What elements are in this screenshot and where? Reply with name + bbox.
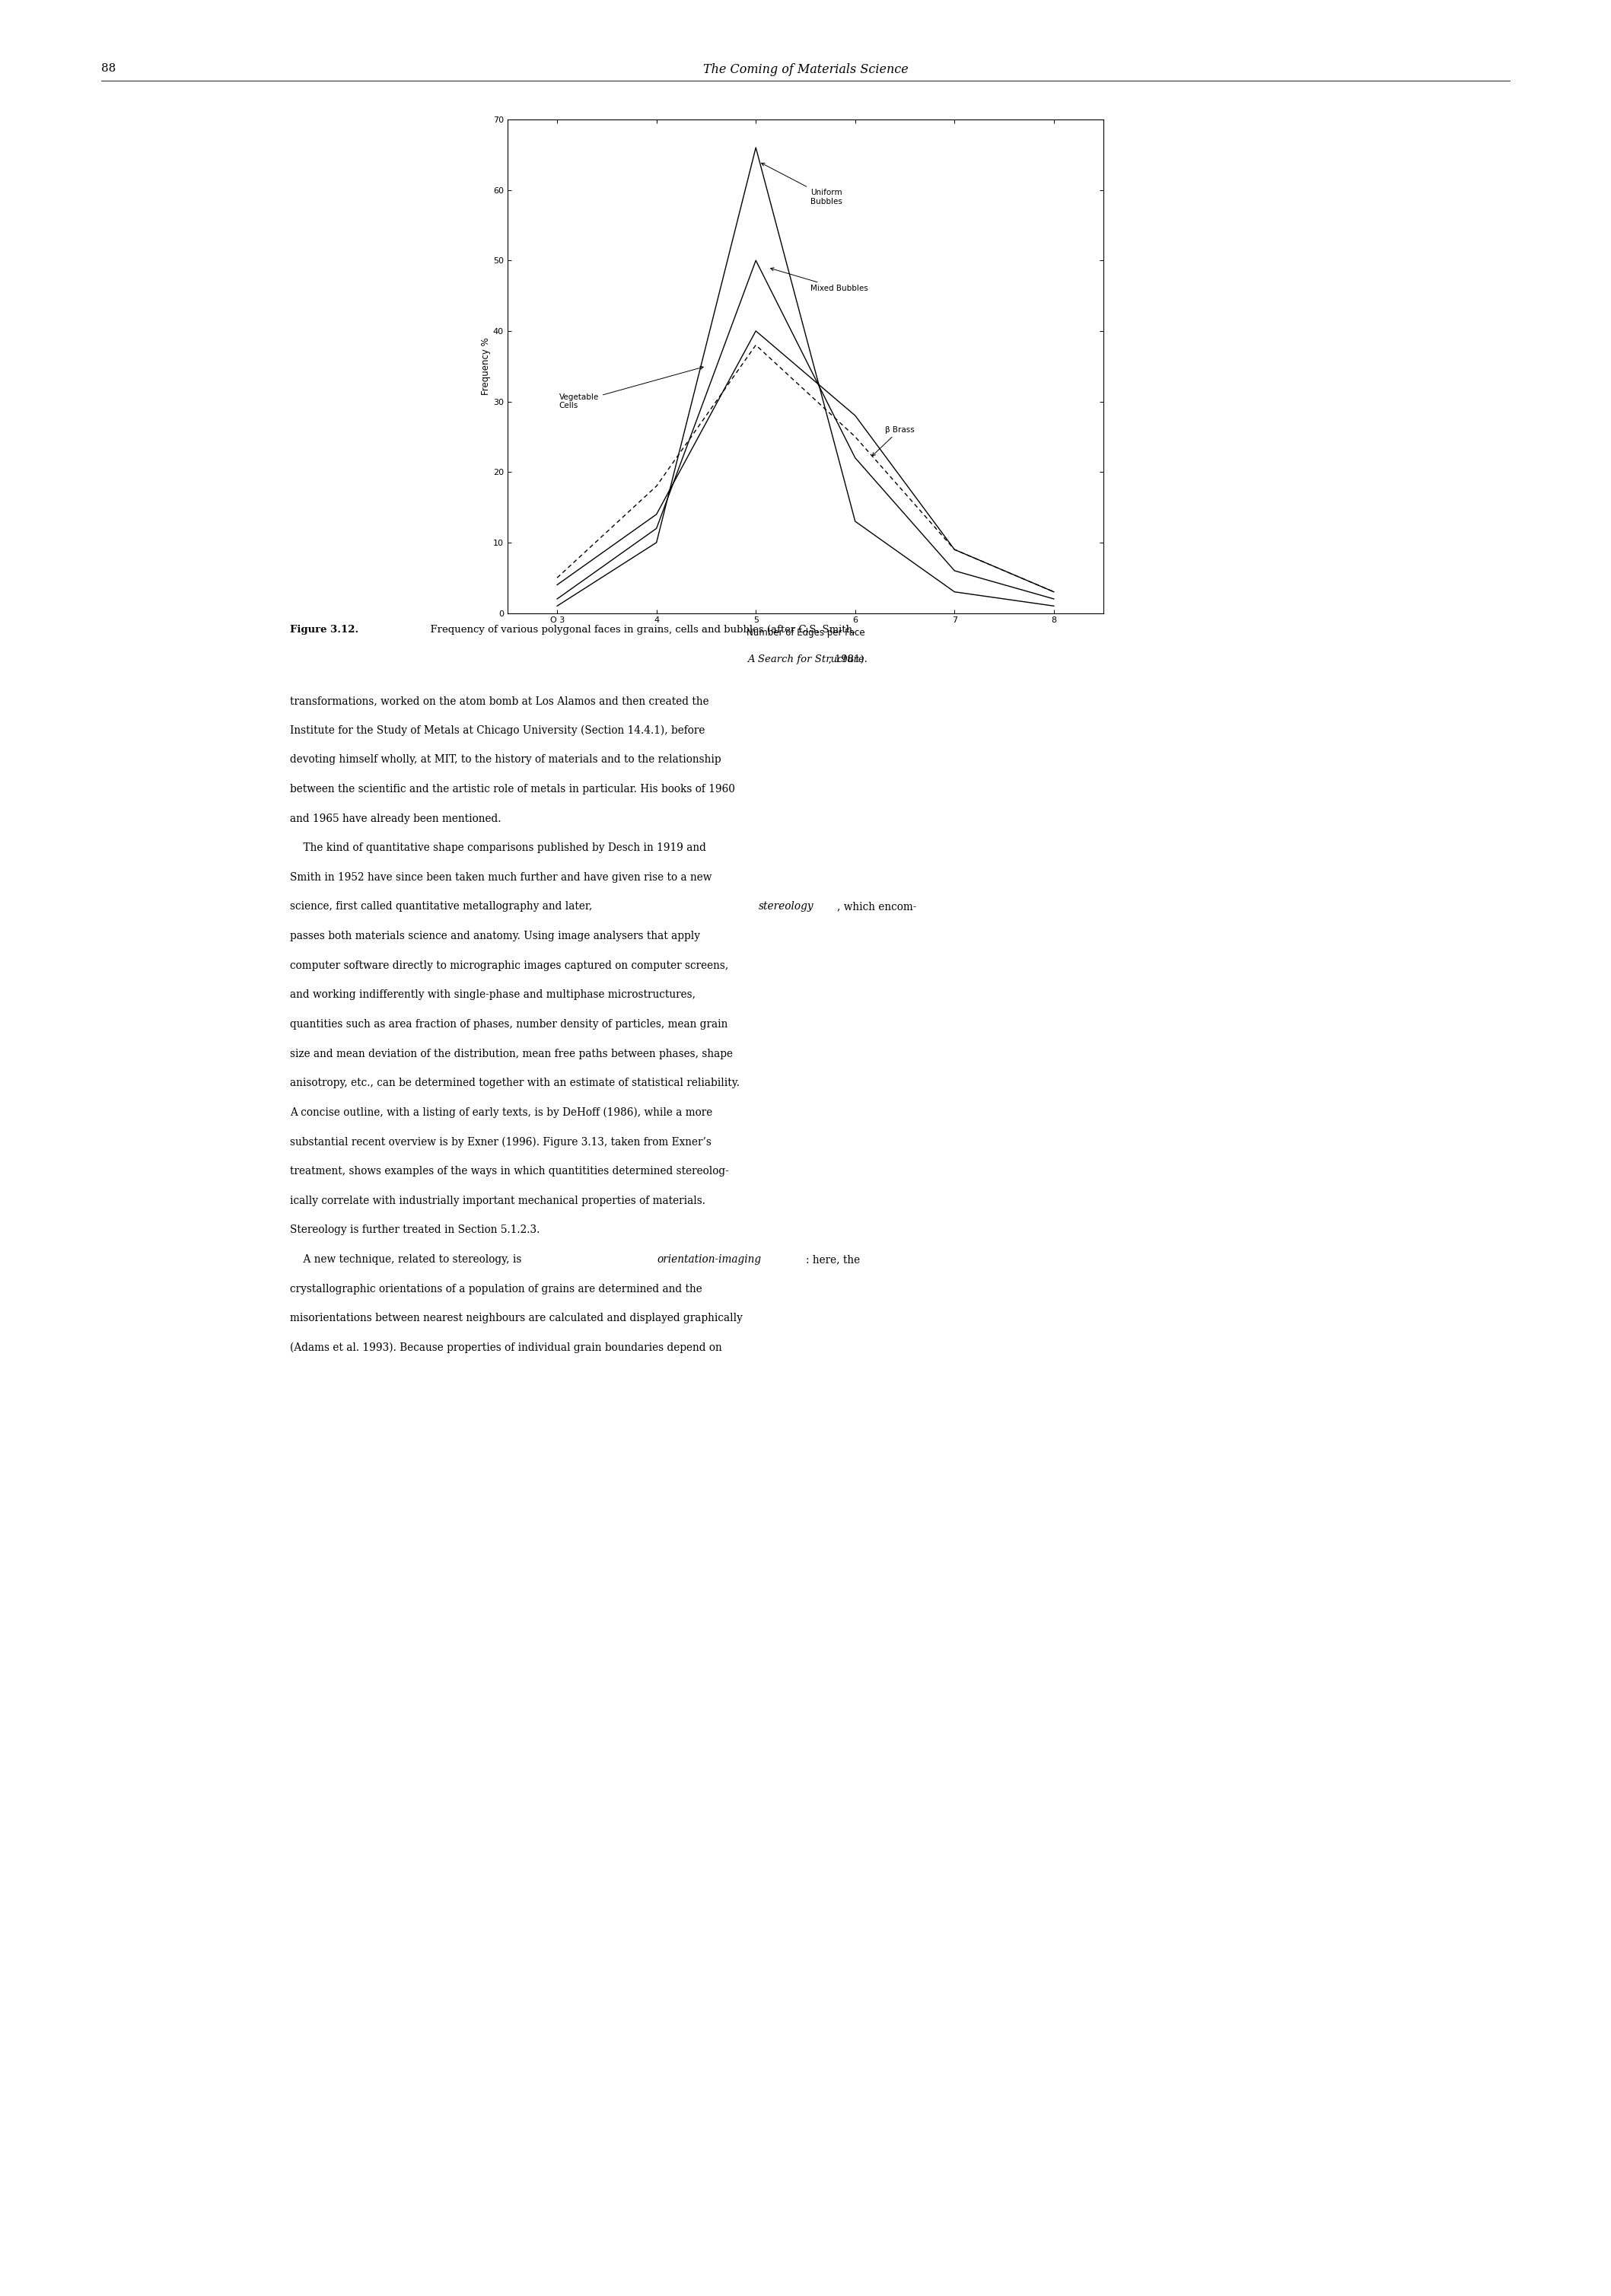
Text: 88: 88 <box>101 62 116 73</box>
Text: Mixed Bubbles: Mixed Bubbles <box>770 269 868 292</box>
Text: A new technique, related to stereology, is: A new technique, related to stereology, … <box>290 1254 525 1265</box>
Text: transformations, worked on the atom bomb at Los Alamos and then created the: transformations, worked on the atom bomb… <box>290 696 709 707</box>
Text: devoting himself wholly, at MIT, to the history of materials and to the relation: devoting himself wholly, at MIT, to the … <box>290 755 722 765</box>
Text: crystallographic orientations of a population of grains are determined and the: crystallographic orientations of a popul… <box>290 1283 702 1295</box>
Text: science, first called quantitative metallography and later,: science, first called quantitative metal… <box>290 902 596 912</box>
Text: and 1965 have already been mentioned.: and 1965 have already been mentioned. <box>290 813 501 824</box>
Text: (Adams et al. 1993). Because properties of individual grain boundaries depend on: (Adams et al. 1993). Because properties … <box>290 1343 722 1352</box>
Text: Figure 3.12.: Figure 3.12. <box>290 625 359 634</box>
Text: Vegetable
Cells: Vegetable Cells <box>559 367 704 409</box>
Text: anisotropy, etc., can be determined together with an estimate of statistical rel: anisotropy, etc., can be determined toge… <box>290 1077 739 1088</box>
X-axis label: Number of Edges per Face: Number of Edges per Face <box>746 627 865 638</box>
Text: Institute for the Study of Metals at Chicago University (Section 14.4.1), before: Institute for the Study of Metals at Chi… <box>290 726 706 737</box>
Text: and working indifferently with single-phase and multiphase microstructures,: and working indifferently with single-ph… <box>290 990 696 1001</box>
Text: stereology: stereology <box>759 902 814 912</box>
Text: Stereology is further treated in Section 5.1.2.3.: Stereology is further treated in Section… <box>290 1224 540 1235</box>
Text: Smith in 1952 have since been taken much further and have given rise to a new: Smith in 1952 have since been taken much… <box>290 872 712 882</box>
Text: quantities such as area fraction of phases, number density of particles, mean gr: quantities such as area fraction of phas… <box>290 1019 728 1029</box>
Text: β Brass: β Brass <box>872 425 915 457</box>
Text: The kind of quantitative shape comparisons published by Desch in 1919 and: The kind of quantitative shape compariso… <box>290 843 706 854</box>
Text: passes both materials science and anatomy. Using image analysers that apply: passes both materials science and anatom… <box>290 930 701 941</box>
Text: A Search for Structure: A Search for Structure <box>748 654 863 664</box>
Text: , which encom-: , which encom- <box>838 902 917 912</box>
Text: Uniform
Bubbles: Uniform Bubbles <box>762 163 843 204</box>
Y-axis label: Frequency %: Frequency % <box>482 338 491 395</box>
Text: between the scientific and the artistic role of metals in particular. His books : between the scientific and the artistic … <box>290 783 735 794</box>
Text: ically correlate with industrially important mechanical properties of materials.: ically correlate with industrially impor… <box>290 1196 706 1205</box>
Text: , 1981).: , 1981). <box>744 654 867 664</box>
Text: computer software directly to micrographic images captured on computer screens,: computer software directly to micrograph… <box>290 960 728 971</box>
Text: A concise outline, with a listing of early texts, is by DeHoff (1986), while a m: A concise outline, with a listing of ear… <box>290 1107 712 1118</box>
Text: size and mean deviation of the distribution, mean free paths between phases, sha: size and mean deviation of the distribut… <box>290 1049 733 1058</box>
Text: orientation-imaging: orientation-imaging <box>657 1254 762 1265</box>
Text: substantial recent overview is by Exner (1996). Figure 3.13, taken from Exner’s: substantial recent overview is by Exner … <box>290 1137 712 1148</box>
Text: Frequency of various polygonal faces in grains, cells and bubbles (after C.S. Sm: Frequency of various polygonal faces in … <box>424 625 855 634</box>
Text: misorientations between nearest neighbours are calculated and displayed graphica: misorientations between nearest neighbou… <box>290 1313 743 1322</box>
Text: treatment, shows examples of the ways in which quantitities determined stereolog: treatment, shows examples of the ways in… <box>290 1166 728 1176</box>
Text: The Coming of Materials Science: The Coming of Materials Science <box>702 62 909 76</box>
Text: : here, the: : here, the <box>806 1254 860 1265</box>
